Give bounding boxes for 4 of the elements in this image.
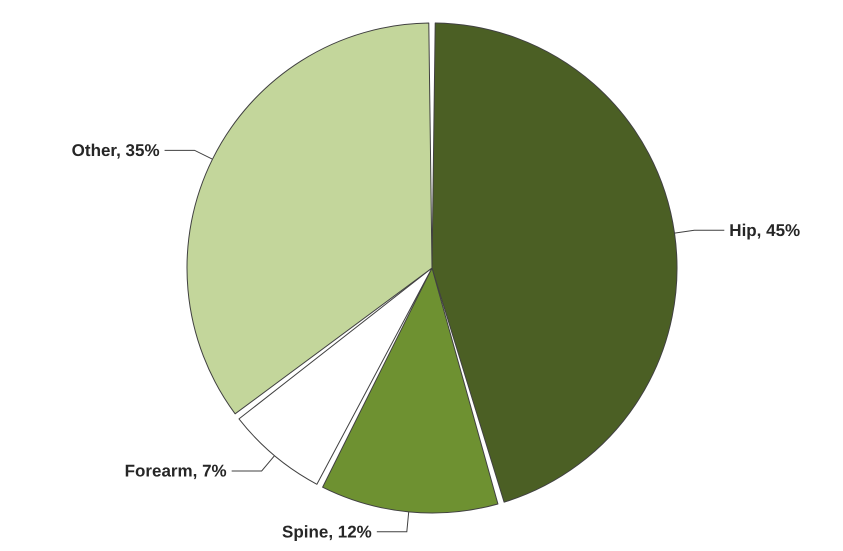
slice-label: Forearm, 7% xyxy=(124,462,227,480)
slice-label: Other, 35% xyxy=(72,140,160,160)
slice-label: Spine, 12% xyxy=(282,522,372,542)
slice-label: Hip, 45% xyxy=(729,220,800,240)
